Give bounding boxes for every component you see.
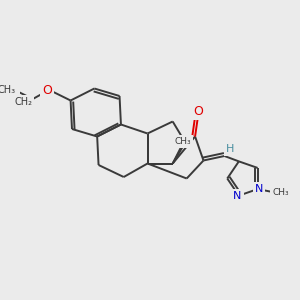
Text: CH₂: CH₂ <box>14 97 32 107</box>
Text: CH₃: CH₃ <box>272 188 289 196</box>
Text: O: O <box>42 83 52 97</box>
Text: CH₃: CH₃ <box>0 85 16 95</box>
Text: O: O <box>193 105 203 118</box>
Text: CH₃: CH₃ <box>174 137 191 146</box>
Text: N: N <box>233 190 242 201</box>
Text: H: H <box>226 143 234 154</box>
Text: N: N <box>255 184 263 194</box>
